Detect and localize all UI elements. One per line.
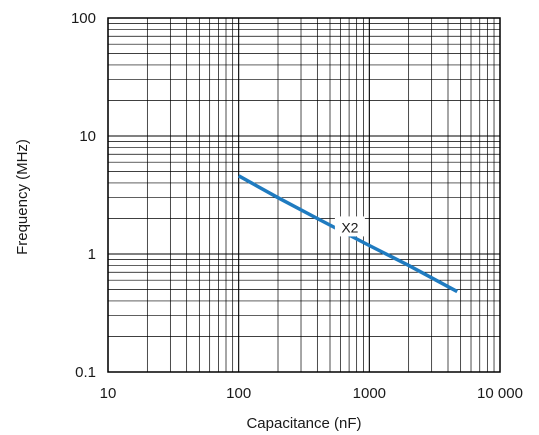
y-tick-label: 10: [79, 128, 96, 145]
x-axis-label: Capacitance (nF): [246, 415, 361, 432]
plot-frame: [107, 17, 501, 373]
x-tick-label: 10 000: [477, 385, 523, 402]
y-tick-label: 100: [71, 10, 96, 27]
x-tick-label: 1000: [353, 385, 386, 402]
y-tick-label: 0.1: [75, 364, 96, 381]
grid: [107, 18, 500, 373]
tick-labels: 10 100 1000 10 000 0.1 1 10 100: [71, 10, 523, 402]
x-tick-label: 10: [100, 385, 117, 402]
x-tick-label: 100: [226, 385, 251, 402]
y-axis-label: Frequency (MHz): [14, 139, 31, 255]
series-layer: X2: [237, 174, 459, 294]
series-label-background: [334, 216, 365, 237]
y-tick-label: 1: [88, 246, 96, 263]
series-label: X2: [341, 219, 358, 235]
